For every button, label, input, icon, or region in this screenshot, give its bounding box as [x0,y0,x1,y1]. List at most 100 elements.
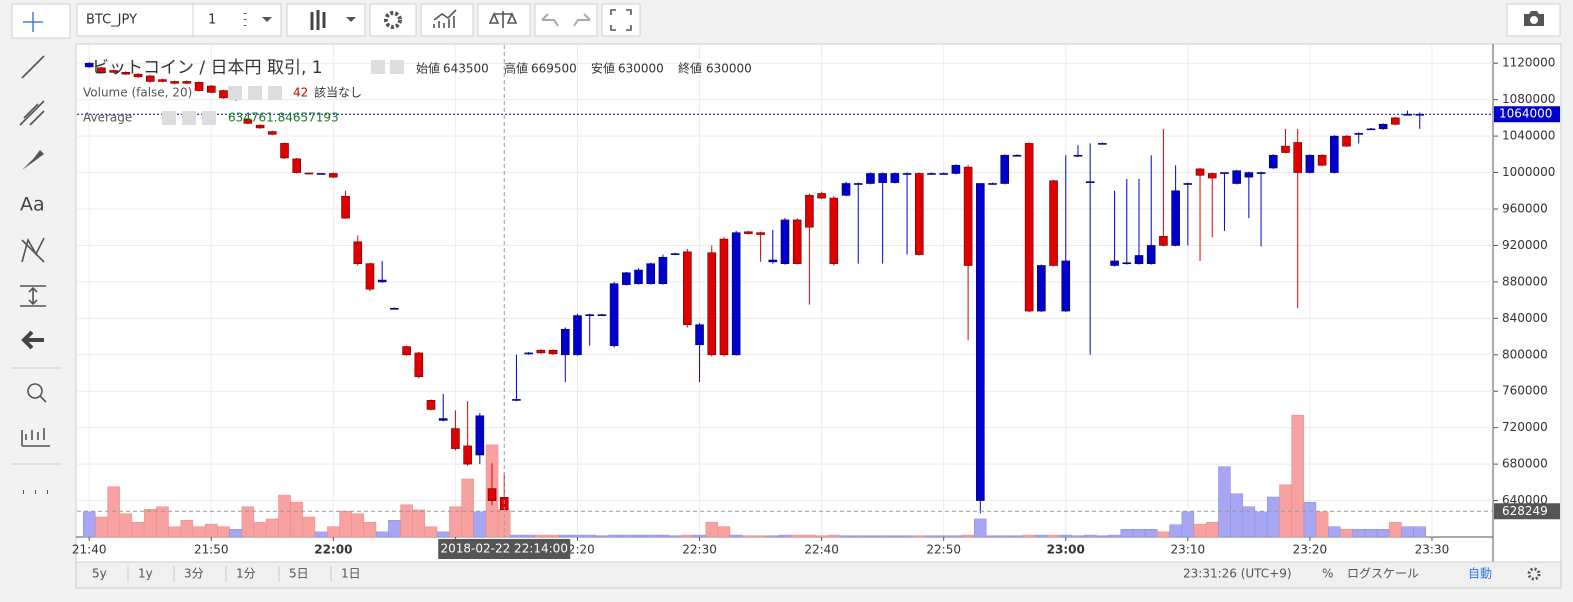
volume-bar [620,534,633,538]
measure-tool[interactable] [20,285,46,307]
magnet-tool[interactable] [21,428,50,447]
candle-body [255,124,265,129]
volume-bar [205,523,218,538]
volume-bar [656,534,670,538]
legend-icon[interactable] [371,60,385,74]
log-scale-toggle[interactable]: ログスケール [1347,567,1419,581]
x-tick-label: 23:20 [1293,543,1328,557]
text-tool[interactable]: Aa [20,194,45,216]
volume-bar [1071,535,1085,538]
remove-tool[interactable] [21,330,44,350]
indicator-button[interactable] [420,3,474,37]
volume-bar [1389,521,1402,538]
legend-icon[interactable] [228,86,242,100]
candle-body [109,70,118,73]
candle-body [670,253,680,255]
volume-bar [522,534,535,538]
candle-body [939,173,948,175]
candle-body [1049,180,1058,266]
settings-button[interactable] [369,3,417,37]
volume-bar [290,501,303,538]
volume-bar [1193,523,1207,538]
range-button[interactable]: 5y [92,567,107,581]
grid [77,45,1493,537]
candle-body [1366,128,1376,131]
candle-body [853,183,863,185]
legend-icon[interactable] [202,111,216,125]
volume-bar [705,521,719,538]
crosshair-time-box [438,539,571,559]
candle-body [976,183,985,501]
legend-icon[interactable] [182,111,196,125]
volume-bar [717,526,731,538]
compare-button[interactable] [477,3,531,37]
fib-tool[interactable] [19,100,45,126]
range-button[interactable]: 1日 [341,567,361,581]
volume-bar [1035,534,1048,538]
volume-bar [876,535,889,538]
legend-title: ビットコイン / 日本円 取引, 1 [92,58,323,78]
symbol-box[interactable] [76,3,194,37]
plot [77,45,1493,538]
pattern-tool[interactable] [21,237,45,263]
y-tick-label: 800000 [1502,347,1548,361]
volume-bar [156,506,169,538]
volume-bar [1364,529,1378,538]
volume-bar [949,535,963,538]
volume-bar [400,504,413,538]
fullscreen-button[interactable] [601,3,641,37]
volume-bar [583,534,596,538]
high-value: 669500 [531,62,577,76]
auto-scale-toggle[interactable]: 自動 [1468,567,1492,581]
last-price-label: 1064000 [1499,107,1552,121]
volume-bar [1010,535,1024,538]
candle-body [292,158,302,173]
candle-body [121,72,131,75]
volume-title: Volume (false, 20) [83,86,192,100]
legend-icon[interactable] [162,111,176,125]
percent-toggle[interactable]: % [1322,567,1333,581]
legend-icon[interactable] [248,86,262,100]
y-tick-label: 920000 [1502,238,1548,252]
volume-bar [742,535,755,538]
low-label: 安値 [591,61,615,76]
candle-body [219,90,228,99]
volume-bar [351,513,365,538]
candle-body [402,346,411,356]
legend-icon[interactable] [268,86,282,100]
volume-bar [1413,526,1427,538]
candle-body [866,173,875,184]
zoom-tool[interactable] [27,383,43,399]
range-button[interactable]: 3分 [184,567,204,581]
volume-bar [754,535,767,538]
range-button[interactable]: 1y [138,567,153,581]
zoom-handle [39,395,47,403]
legend: ビットコイン / 日本円 取引, 1 始値 643500 高値 669500 安… [83,58,752,125]
volume-bar [546,534,560,538]
chart-style-button[interactable] [286,3,366,37]
close-value: 630000 [706,62,752,76]
trend-line-tool[interactable] [21,55,45,79]
x-tick-label: 23:30 [1415,543,1450,557]
volume-bar [607,534,621,538]
crosshair-button[interactable] [11,3,71,39]
candle-body [719,238,729,356]
legend-icon[interactable] [390,60,404,74]
candle-body [1378,123,1388,130]
volume-bar [375,531,389,538]
candle-body [1122,262,1132,265]
candle-body [475,415,485,456]
settings-icon[interactable] [1527,567,1541,581]
y-tick-label: 880000 [1502,274,1548,288]
range-button[interactable]: 1分 [236,567,256,581]
range-button[interactable]: 5日 [289,567,309,581]
volume-bar [1218,466,1231,538]
y-tick-label: 720000 [1502,420,1548,434]
candle-body [744,231,753,234]
candle-body [683,251,692,326]
brush-tool[interactable] [22,150,44,170]
candle-body [902,173,912,175]
candle-body [1256,172,1266,174]
volume-bar [693,534,706,538]
y-tick-label: 1040000 [1502,129,1555,143]
